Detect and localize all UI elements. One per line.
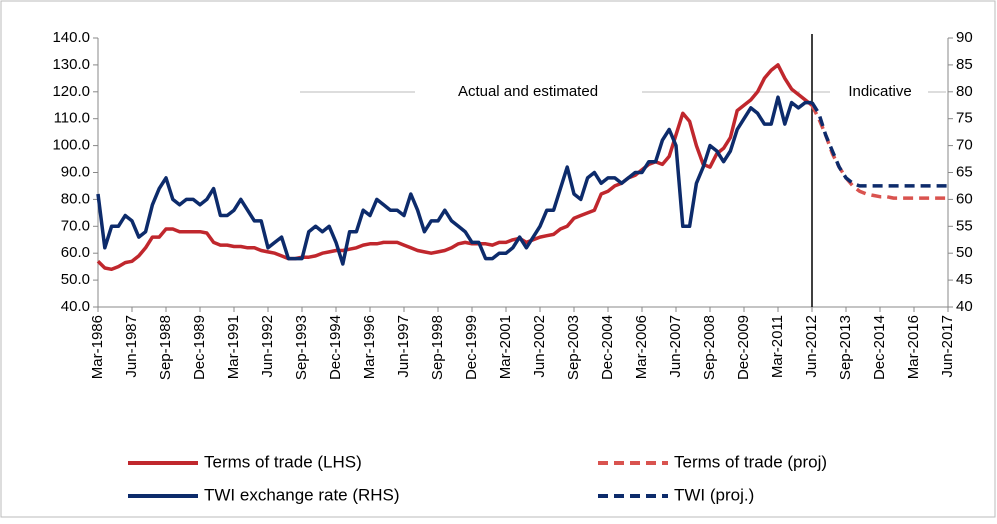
y2-tick-label: 50 (956, 244, 973, 261)
x-tick-label: Jun-2002 (531, 315, 548, 378)
x-tick-label: Dec-1999 (463, 315, 480, 380)
y-tick-label: 140.0 (52, 29, 90, 46)
y2-tick-label: 75 (956, 110, 973, 127)
x-tick-label: Mar-1986 (89, 315, 106, 379)
annotation: Indicative (848, 83, 911, 100)
x-tick-label: Mar-2016 (905, 315, 922, 379)
series-line (96, 63, 814, 272)
y-tick-label: 40.0 (61, 298, 90, 315)
x-tick-label: Jun-1987 (123, 315, 140, 378)
x-tick-label: Mar-1996 (361, 315, 378, 379)
x-tick-label: Dec-1994 (327, 315, 344, 380)
y-tick-label: 50.0 (61, 271, 90, 288)
y2-tick-label: 40 (956, 298, 973, 315)
y-tick-label: 60.0 (61, 244, 90, 261)
series-line (96, 95, 812, 266)
legend-label: TWI (proj.) (674, 485, 754, 504)
x-tick-label: Jun-1997 (395, 315, 412, 378)
series-line (810, 101, 948, 188)
x-tick-label: Jun-2007 (667, 315, 684, 378)
x-tick-label: Jun-1992 (259, 315, 276, 378)
x-tick-label: Dec-2009 (735, 315, 752, 380)
x-tick-label: Dec-2004 (599, 315, 616, 380)
legend-label: Terms of trade (proj) (674, 452, 827, 471)
y-tick-label: 90.0 (61, 163, 90, 180)
x-tick-label: Sep-1998 (429, 315, 446, 380)
x-tick-label: Jun-2017 (939, 315, 956, 378)
y-tick-label: 70.0 (61, 217, 90, 234)
y-tick-label: 130.0 (52, 56, 90, 73)
x-tick-label: Sep-2013 (837, 315, 854, 380)
y2-tick-label: 45 (956, 271, 973, 288)
x-tick-label: Mar-1991 (225, 315, 242, 379)
x-tick-label: Dec-1989 (191, 315, 208, 380)
y-tick-label: 80.0 (61, 190, 90, 207)
x-tick-label: Sep-1993 (293, 315, 310, 380)
y2-tick-label: 70 (956, 137, 973, 154)
y2-tick-label: 85 (956, 56, 973, 73)
x-tick-label: Sep-1988 (157, 315, 174, 380)
x-tick-label: Mar-2001 (497, 315, 514, 379)
x-tick-label: Dec-2014 (871, 315, 888, 380)
y-tick-label: 120.0 (52, 83, 90, 100)
x-tick-label: Mar-2011 (769, 315, 786, 378)
x-tick-label: Jun-2012 (803, 315, 820, 378)
x-tick-label: Sep-2008 (701, 315, 718, 380)
annotation: Actual and estimated (458, 83, 598, 100)
series-line (810, 104, 948, 200)
y2-tick-label: 65 (956, 163, 973, 180)
x-tick-label: Mar-2006 (633, 315, 650, 379)
legend-label: TWI exchange rate (RHS) (204, 485, 400, 504)
y-tick-label: 100.0 (52, 137, 90, 154)
y2-tick-label: 60 (956, 190, 973, 207)
y-tick-label: 110.0 (54, 110, 90, 127)
y2-tick-label: 80 (956, 83, 973, 100)
x-tick-label: Sep-2003 (565, 315, 582, 380)
y2-tick-label: 55 (956, 217, 973, 234)
y2-tick-label: 90 (956, 29, 973, 46)
legend-label: Terms of trade (LHS) (204, 452, 362, 471)
